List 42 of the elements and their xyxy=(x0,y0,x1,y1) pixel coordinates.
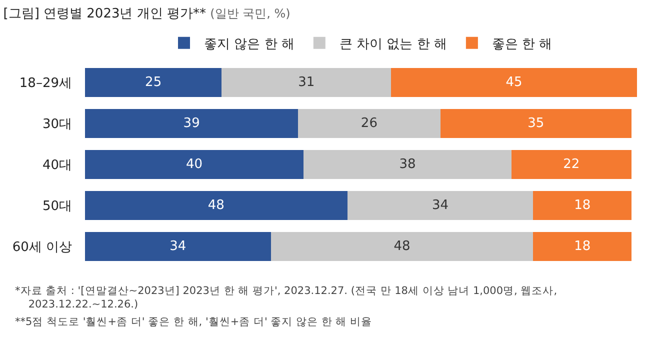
bar xyxy=(222,68,392,97)
data-label: 25 xyxy=(145,75,162,90)
data-label: 39 xyxy=(183,116,200,131)
bar xyxy=(85,68,222,97)
bar xyxy=(511,150,632,179)
text: **5점 척도로 '훨씬+좀 더' 좋은 한 해, '훨씬+좀 더' 좋지 않은 한 해 비율 xyxy=(15,316,372,328)
legend-label: 좋은 한 해 xyxy=(492,36,552,52)
bar xyxy=(85,191,348,220)
bar xyxy=(298,109,440,138)
bar xyxy=(85,232,271,261)
data-label: 45 xyxy=(506,75,522,90)
bar xyxy=(85,150,304,179)
chart-title: [그림] 연령별 2023년 개인 평가** xyxy=(3,6,206,22)
bar xyxy=(533,191,632,220)
data-label: 18 xyxy=(574,198,591,213)
data-label: 48 xyxy=(208,198,224,213)
data-label: 35 xyxy=(528,116,544,131)
data-label: 22 xyxy=(563,157,580,172)
bar xyxy=(270,232,534,261)
chart-subtitle: (일반 국민, %) xyxy=(210,6,290,21)
data-label: 48 xyxy=(394,239,410,254)
text: *자료 출처 : '[연말결산~2023년] 2023년 한 해 평가', 2023.12.27. (전국 만 18세 이상 남녀 1,000명, 웹조사, 2023.12.22.~12.26.) xyxy=(15,285,558,311)
data-label: 26 xyxy=(360,116,378,131)
y-tick-label: 40대 xyxy=(42,158,72,174)
legend-label: 큰 차이 없는 한 해 xyxy=(339,36,447,52)
data-label: 31 xyxy=(298,75,315,90)
bar xyxy=(347,191,534,220)
data-label: 40 xyxy=(186,157,203,172)
legend-label: 좋지 않은 한 해 xyxy=(204,36,294,52)
bar xyxy=(533,232,632,261)
data-label: 18 xyxy=(574,239,591,254)
y-tick-label: 18–29세 xyxy=(19,76,72,92)
bar xyxy=(440,109,632,138)
data-label: 34 xyxy=(170,239,186,254)
bar xyxy=(304,150,512,179)
y-tick-label: 60세 이상 xyxy=(12,240,72,256)
y-tick-label: 50대 xyxy=(42,199,72,214)
data-label: 38 xyxy=(399,157,416,172)
bar xyxy=(85,109,298,138)
data-label: 34 xyxy=(432,198,449,213)
bar xyxy=(391,68,637,97)
y-tick-label: 30대 xyxy=(42,117,72,132)
